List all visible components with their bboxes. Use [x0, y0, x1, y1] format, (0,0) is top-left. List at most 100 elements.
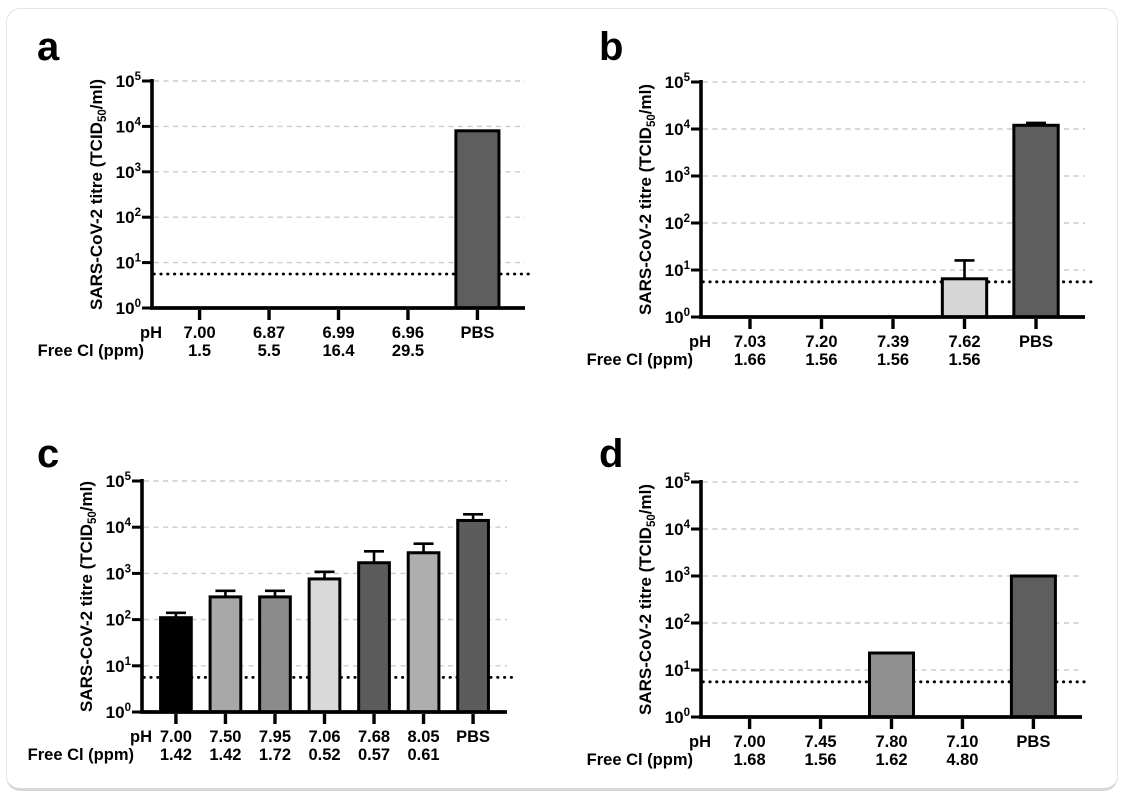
x-tick-label-cl: 1.72: [259, 746, 291, 764]
panel-d-label: d: [599, 432, 624, 476]
x-tick-label-cl: 0.57: [358, 746, 390, 764]
y-tick-label: 101: [665, 660, 691, 680]
bar: [307, 577, 342, 714]
x-tick-label-ph: 7.39: [877, 333, 909, 351]
panel-b-chart: 1001011021031041057.031.667.201.567.391.…: [587, 72, 1093, 369]
y-tick-label: 105: [665, 472, 691, 492]
x-tick-label-cl: 1.56: [877, 351, 909, 369]
x-tick-label-ph: 7.20: [805, 333, 837, 351]
y-tick-label: 104: [665, 519, 691, 539]
row-header-ph: pH: [689, 733, 711, 751]
x-tick-label-ph: 7.00: [734, 733, 766, 751]
x-tick-label-ph: 7.10: [946, 733, 978, 751]
x-tick-label-ph: 7.45: [804, 733, 836, 751]
y-tick-label: 101: [665, 260, 691, 280]
y-tick-label: 103: [106, 563, 131, 583]
panel-c-label: c: [37, 432, 60, 476]
row-header-cl: Free Cl (ppm): [587, 751, 693, 769]
y-axis-title: SARS-CoV-2 titre (TCID50/ml): [77, 481, 99, 712]
y-tick-label: 105: [116, 71, 142, 91]
row-header-ph: pH: [140, 324, 162, 342]
panel-a: a 100 101 102 103 104 105 7.00 1.5 6.87 5.5 6.99 16…: [7, 9, 569, 406]
x-tick-label-cl: 4.80: [946, 751, 978, 769]
y-tick-label: 100: [665, 307, 690, 327]
row-header-ph: pH: [689, 333, 711, 351]
y-tick-label: 101: [116, 253, 142, 273]
panel-b: b 100 101 102 103 104 105 7.03 1.66 7.20 1.56 7.39…: [569, 9, 1124, 406]
x-tick-label-cl: 1.66: [734, 351, 766, 369]
bar: [868, 651, 915, 719]
row-header-cl: Free Cl (ppm): [587, 351, 693, 369]
x-tick-label-ph: 7.00: [160, 728, 192, 746]
x-tick-label-cl: 5.5: [258, 342, 281, 360]
y-tick-label: 102: [665, 213, 690, 233]
panel-c: c 100 101 102 103 104 105 7.00 1.42 7.50 1.42 7.95…: [7, 406, 569, 803]
panel-a-chart: 100 101 102 103 104 105 7.001.5 6.875.5 6.9916.4…: [38, 71, 533, 360]
x-tick-label-ph: PBS: [1016, 733, 1050, 751]
y-tick-label: 101: [106, 656, 132, 676]
y-tick-label: 105: [665, 72, 691, 92]
x-tick-label-cl: 1.5: [188, 342, 211, 360]
x-tick-label-ph: 7.68: [358, 728, 390, 746]
x-tick-label-cl: 1.56: [805, 351, 837, 369]
row-header-cl: Free Cl (ppm): [28, 746, 134, 764]
y-axis-title: SARS-CoV-2 titre (TCID50/ml): [87, 79, 109, 310]
bar: [1009, 574, 1057, 719]
y-axis-title: SARS-CoV-2 titre (TCID50/ml): [636, 84, 658, 315]
panel-a-label: a: [37, 25, 60, 69]
x-tick-label-cl: 0.61: [407, 746, 439, 764]
bar: [456, 518, 490, 714]
y-tick-label: 104: [106, 517, 132, 537]
x-tick-label-ph: 7.03: [734, 333, 766, 351]
y-tick-label: 100: [116, 298, 141, 318]
bar: [940, 277, 989, 319]
panel-d-chart: 100 101 102 103 104 105 7.001.68 7.451.56 7.801.…: [587, 472, 1090, 769]
y-tick-label: 104: [665, 119, 691, 139]
bar: [357, 561, 391, 714]
x-tick-label-cl: 1.68: [734, 751, 766, 769]
y-tick-label: 102: [665, 613, 690, 633]
row-header-cl: Free Cl (ppm): [38, 342, 144, 360]
x-tick-label-cl: 1.42: [160, 746, 192, 764]
y-tick-label: 103: [116, 162, 141, 182]
bar: [208, 595, 243, 714]
x-tick-label-ph: PBS: [460, 324, 494, 342]
y-tick-label: 105: [106, 471, 132, 491]
x-tick-label-ph: 7.06: [308, 728, 340, 746]
x-tick-label-ph: 7.95: [259, 728, 291, 746]
x-tick-label-cl: 0.52: [308, 746, 340, 764]
x-tick-label-cl: 1.56: [948, 351, 980, 369]
x-tick-label-cl: 1.62: [875, 751, 907, 769]
bar: [159, 616, 193, 714]
x-tick-label-cl: 1.42: [209, 746, 241, 764]
y-tick-label: 103: [665, 166, 690, 186]
y-tick-label: 100: [106, 702, 131, 722]
x-tick-label-ph: PBS: [456, 728, 490, 746]
y-tick-label: 102: [116, 207, 141, 227]
panel-b-label: b: [599, 25, 624, 69]
x-tick-label-ph: 6.87: [253, 324, 285, 342]
bar: [258, 595, 292, 714]
x-tick-label-ph: 7.00: [184, 324, 216, 342]
y-axis-title: SARS-CoV-2 titre (TCID50/ml): [636, 484, 658, 715]
y-tick-label: 103: [665, 566, 690, 586]
x-tick-label-ph: 6.99: [322, 324, 354, 342]
bar: [1012, 123, 1060, 319]
x-tick-label-ph: 6.96: [392, 324, 424, 342]
bar: [406, 551, 441, 714]
x-tick-label-cl: 29.5: [392, 342, 424, 360]
row-header-ph: pH: [130, 728, 152, 746]
x-tick-label-ph: 7.50: [209, 728, 241, 746]
x-tick-label-ph: 7.80: [875, 733, 907, 751]
x-tick-label-ph: PBS: [1019, 333, 1053, 351]
figure-card: a 100 101 102 103 104 105 7.00 1.5 6.87 5.5 6.99 16…: [6, 8, 1118, 791]
bar: [454, 129, 501, 310]
y-tick-label: 100: [665, 707, 690, 727]
y-tick-label: 104: [116, 116, 142, 136]
x-tick-label-ph: 7.62: [948, 333, 980, 351]
panel-d: d 100 101 102 103 104 105 7.00 1.68 7.45 1.56 7.80…: [569, 406, 1124, 803]
x-tick-label-ph: 8.05: [407, 728, 439, 746]
x-tick-label-cl: 1.56: [804, 751, 836, 769]
panel-c-chart: 1001011021031041057.001.427.501.427.951.…: [28, 471, 515, 764]
x-tick-label-cl: 16.4: [322, 342, 355, 360]
